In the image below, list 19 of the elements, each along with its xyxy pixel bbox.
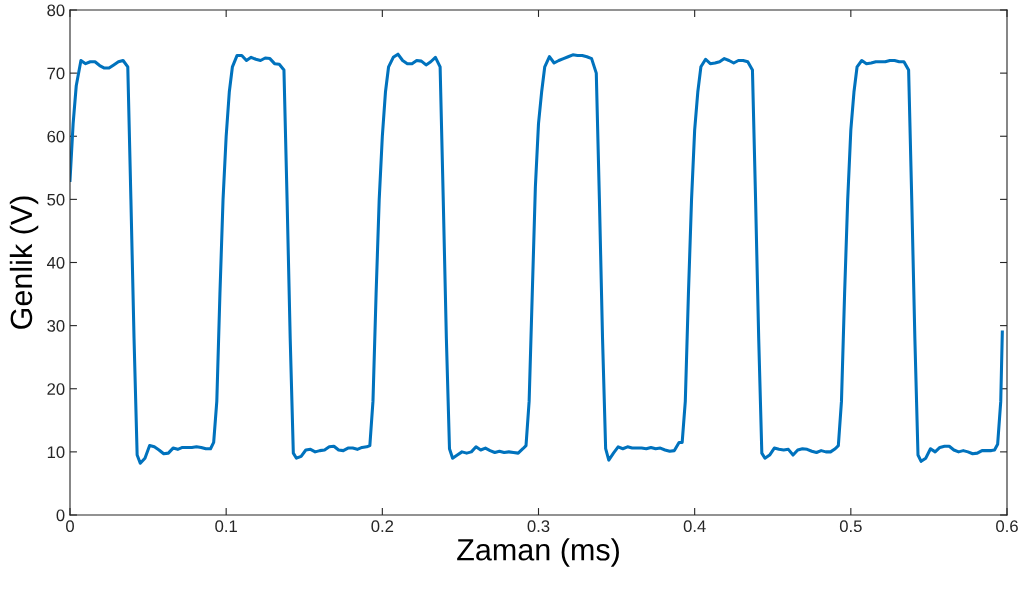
y-tick-label: 30: [47, 320, 65, 332]
y-tick-label: 20: [47, 383, 65, 395]
y-axis-title: Genlik (V): [9, 196, 39, 329]
y-tick-label: 0: [56, 509, 65, 522]
x-tick-label: 0.4: [683, 520, 706, 533]
y-tick-label: 50: [47, 193, 65, 206]
x-tick-label: 0.1: [215, 520, 237, 533]
y-tick-label: 60: [47, 130, 65, 143]
x-tick-label: 0.3: [527, 520, 550, 533]
y-tick-label: 40: [46, 256, 65, 269]
line-series: [70, 52, 1004, 465]
x-tick-label: 0: [66, 520, 74, 533]
x-tick-label: 0.2: [371, 520, 394, 533]
x-tick-label: 0.5: [839, 520, 862, 533]
y-tick-label: 70: [47, 67, 65, 80]
x-axis-title: Zaman (ms): [457, 538, 619, 567]
y-tick-label: 10: [47, 446, 65, 459]
x-tick-label: 0.6: [996, 520, 1018, 533]
y-tick-label: 80: [47, 4, 65, 17]
